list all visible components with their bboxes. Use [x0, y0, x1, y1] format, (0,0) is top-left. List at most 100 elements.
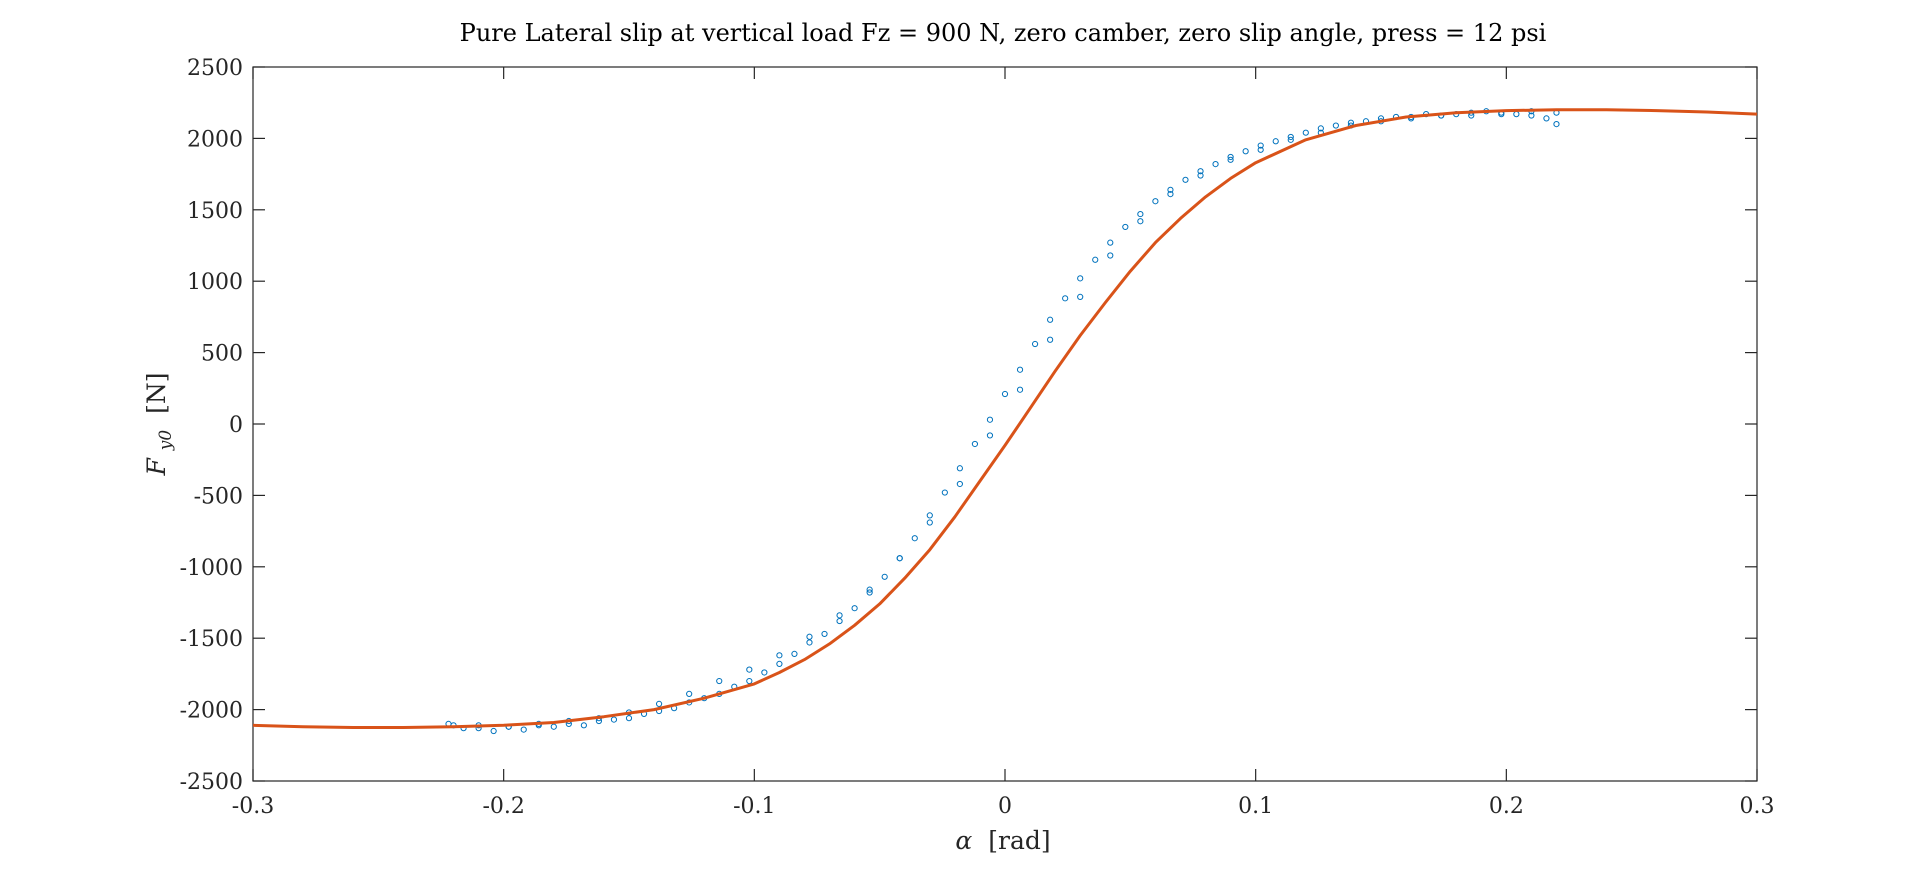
- scatter-point: [1287, 136, 1294, 143]
- scatter-point: [1227, 153, 1234, 161]
- scatter-point: [776, 652, 783, 659]
- fitted-curve-series: [252, 108, 1758, 729]
- scatter-point: [941, 489, 948, 496]
- x-tick-label: 0.1: [1238, 794, 1273, 819]
- scatter-point: [851, 605, 858, 612]
- scatter-point: [1001, 390, 1009, 398]
- chart-title: Pure Lateral slip at vertical load Fz = …: [460, 19, 1547, 47]
- x-axis-unit: [rad]: [988, 826, 1050, 855]
- scatter-point: [1257, 142, 1264, 149]
- scatter-point: [761, 669, 768, 676]
- scatter-point: [1182, 176, 1189, 183]
- scatter-point: [1016, 366, 1024, 373]
- y-axis-unit: [N]: [142, 372, 171, 413]
- scatter-point: [1047, 316, 1054, 323]
- scatter-point: [836, 617, 843, 625]
- scatter-point: [806, 633, 813, 640]
- scatter-point: [610, 716, 618, 723]
- y-axis-label: F y0 [N]: [142, 372, 177, 476]
- scatter-point: [1107, 239, 1114, 246]
- scatter-point: [1242, 148, 1249, 155]
- scatter-point: [1137, 218, 1144, 225]
- fit-curve-line: [252, 108, 1758, 729]
- scatter-point: [1077, 293, 1084, 301]
- x-tick-label: 0: [998, 794, 1012, 819]
- scatter-point: [866, 586, 873, 593]
- y-tick-label: -1500: [180, 627, 243, 652]
- scatter-point: [986, 432, 994, 439]
- scatter-point: [1047, 336, 1054, 343]
- scatter-point: [625, 715, 633, 722]
- scatter-point: [1197, 172, 1204, 179]
- scatter-point: [746, 677, 753, 685]
- x-axis-ticks: -0.3 -0.2 -0.1 0 0.1 0.2 0.3: [232, 67, 1775, 819]
- scatter-point: [776, 660, 783, 668]
- scatter-point: [655, 700, 663, 707]
- scatter-point: [1152, 198, 1159, 205]
- scatter-point: [1107, 252, 1114, 259]
- x-tick-label: -0.1: [733, 794, 775, 819]
- scatter-point: [1016, 386, 1024, 393]
- scatter-point: [716, 677, 723, 685]
- y-tick-label: 1000: [187, 270, 243, 295]
- y-tick-label: 0: [229, 413, 243, 438]
- scatter-point: [1227, 156, 1234, 163]
- y-axis-ticks: -2500 -2000 -1500 -1000 -500 0 500 1000 1500 2000…: [180, 56, 1757, 795]
- scatter-point: [1543, 115, 1550, 122]
- x-tick-label: 0.2: [1489, 794, 1524, 819]
- y-tick-label: 2500: [187, 56, 243, 81]
- scatter-point: [1212, 161, 1219, 168]
- scatter-point: [1553, 121, 1560, 128]
- scatter-point: [866, 589, 873, 596]
- y-tick-label: 2000: [187, 127, 243, 152]
- scatter-point: [686, 690, 693, 697]
- scatter-point: [971, 440, 979, 448]
- scatter-point: [550, 723, 557, 730]
- x-tick-label: 0.3: [1740, 794, 1775, 819]
- scatter-point: [956, 465, 963, 472]
- x-axis-label: α [rad]: [955, 826, 1050, 855]
- scatter-point: [911, 535, 918, 542]
- x-tick-label: -0.3: [232, 794, 274, 819]
- x-axis-symbol: α: [955, 826, 972, 855]
- y-tick-label: -2500: [180, 770, 243, 795]
- y-tick-label: 1500: [187, 199, 243, 224]
- scatter-point: [956, 480, 963, 488]
- y-tick-label: -500: [194, 484, 243, 509]
- scatter-point: [1287, 133, 1294, 141]
- scatter-point: [1197, 168, 1204, 175]
- scatter-point: [836, 612, 843, 619]
- scatter-point: [926, 512, 933, 519]
- scatter-point: [1077, 275, 1084, 282]
- scatter-point: [1092, 256, 1099, 263]
- y-tick-label: -1000: [180, 556, 243, 581]
- scatter-point: [520, 726, 527, 733]
- scatter-point: [1122, 223, 1129, 231]
- measured-data-series: [445, 108, 1560, 735]
- scatter-point: [1347, 119, 1355, 126]
- x-tick-label: -0.2: [482, 794, 524, 819]
- scatter-point: [746, 666, 753, 673]
- scatter-point: [580, 722, 587, 729]
- scatter-point: [1167, 186, 1174, 193]
- y-tick-label: 500: [201, 342, 243, 367]
- scatter-point: [1137, 210, 1144, 218]
- scatter-point: [881, 573, 888, 580]
- scatter-point: [896, 555, 903, 562]
- scatter-point: [806, 639, 813, 646]
- scatter-point: [821, 630, 828, 638]
- scatter-point: [1332, 122, 1339, 129]
- scatter-point: [1167, 190, 1174, 198]
- scatter-point: [1257, 146, 1264, 153]
- scatter-point: [986, 416, 994, 423]
- scatter-point: [1031, 340, 1039, 348]
- scatter-point: [490, 727, 497, 735]
- scatter-point: [1272, 138, 1279, 145]
- scatter-point: [1062, 295, 1069, 302]
- scatter-point: [1528, 112, 1535, 119]
- y-tick-label: -2000: [180, 699, 243, 724]
- y-axis-symbol: F: [142, 457, 171, 477]
- scatter-point: [926, 519, 933, 526]
